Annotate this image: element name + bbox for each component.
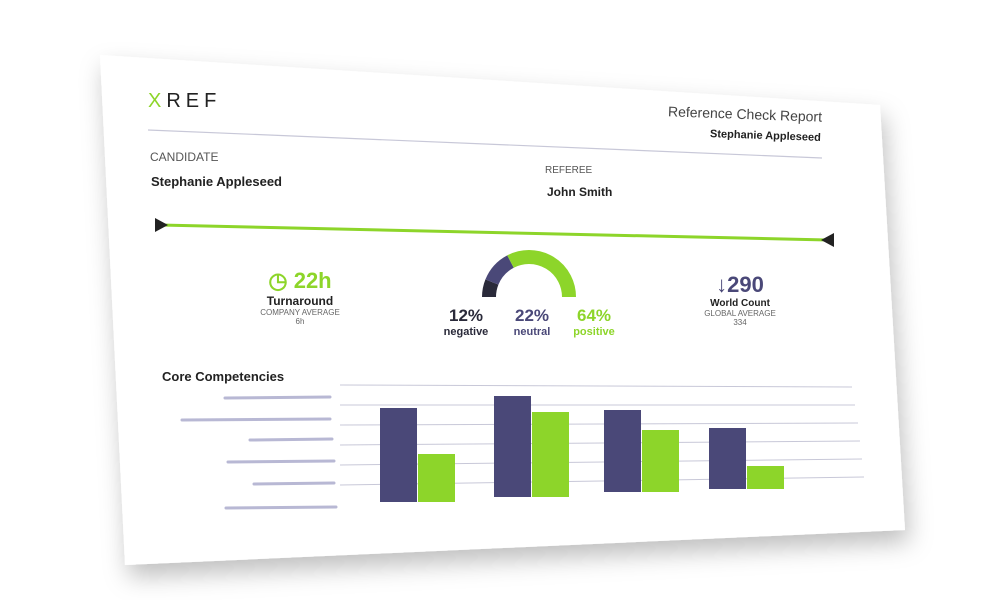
positive-stat: 64% positive [573,306,615,338]
bar-candidate-4 [709,428,746,489]
category-label-placeholder [180,417,332,422]
category-label-placeholder [248,437,334,442]
competencies-chart [180,384,865,510]
word-count-metric: ↓290 World Count GLOBAL AVERAGE 334 [704,272,776,327]
clock-icon: ◷ [268,268,288,293]
category-label-placeholder [226,459,336,464]
chart-title: Core Competencies [162,369,285,384]
negative-stat: 12% negative [443,306,489,338]
gridline [339,440,861,446]
gauge-segment-negative [482,279,499,298]
bar-average-3 [642,430,679,492]
category-label-placeholder [223,395,332,400]
candidate-label: CANDIDATE [150,150,219,164]
gauge-segment-positive [507,250,576,298]
bar-average-1 [418,454,455,502]
gauge-segment-neutral [485,255,515,285]
bar-average-4 [747,466,784,489]
category-label-placeholder [224,505,338,510]
arrow-down-icon: ↓ [716,272,728,297]
gridline [339,422,859,426]
timeline-end-marker [821,233,834,247]
bar-candidate-1 [380,408,417,502]
category-label-placeholder [252,481,336,486]
sentiment-gauge [482,250,576,298]
referee-label: REFEREE [545,165,593,176]
timeline-start-marker [155,218,168,232]
xref-logo: XREF [148,90,222,112]
referee-name: John Smith [547,185,613,199]
candidate-name: Stephanie Appleseed [151,174,282,189]
timeline-line [159,223,829,242]
header-divider [147,129,823,159]
gridline [339,384,853,388]
turnaround-metric: ◷ 22h Turnaround COMPANY AVERAGE 6h [260,268,340,326]
bar-candidate-3 [604,410,641,492]
neutral-stat: 22% neutral [513,306,551,338]
bar-candidate-2 [494,396,531,497]
bar-average-2 [532,412,569,497]
